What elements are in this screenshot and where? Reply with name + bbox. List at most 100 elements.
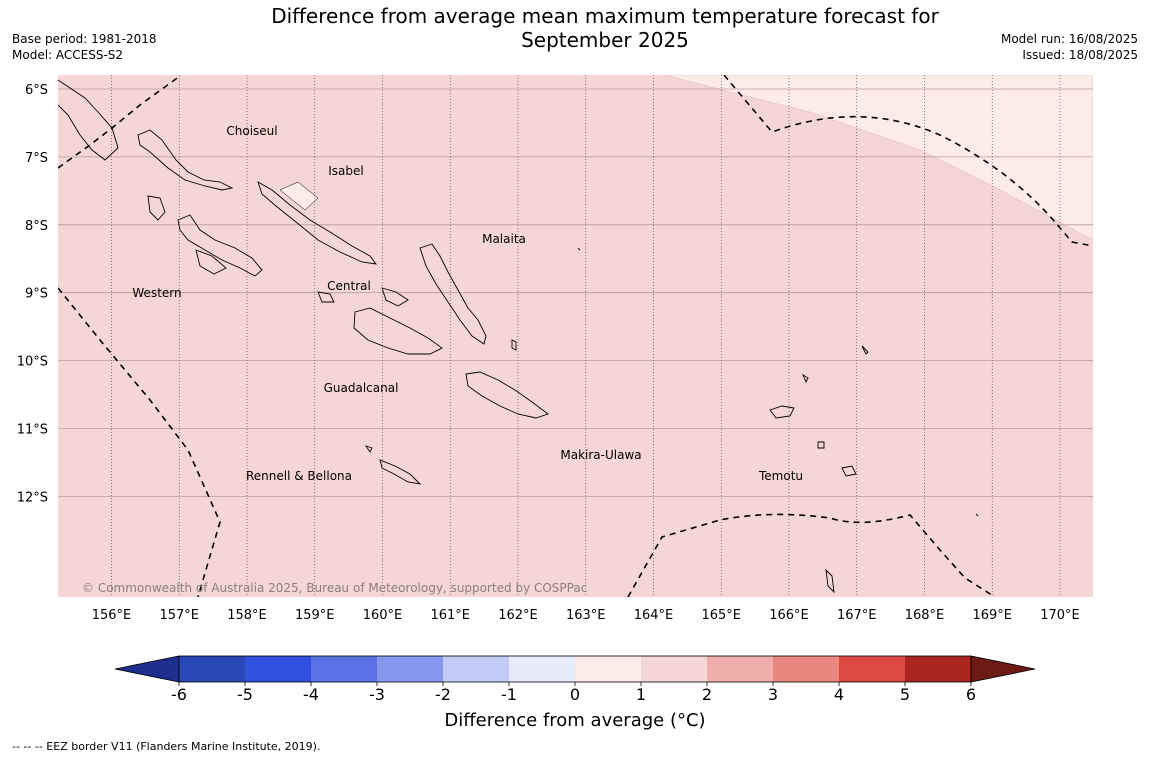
colorbar-segment	[509, 656, 575, 682]
colorbar: -6 -5 -4 -3 -2 -1 0 1 2 3 4 5 6	[114, 655, 1036, 704]
colorbar-tick-label: -3	[369, 685, 385, 704]
new-georgia-group	[177, 214, 263, 277]
colorbar-segment	[773, 656, 839, 682]
model-name: Model: ACCESS-S2	[12, 48, 124, 62]
lon-label: 164°E	[634, 608, 674, 623]
lon-label: 158°E	[227, 608, 267, 623]
title-line-2: September 2025	[521, 28, 689, 52]
latitude-labels: 6°S 7°S 8°S 9°S 10°S 11°S 12°S	[17, 83, 48, 505]
region-label-rennell-bellona: Rennell & Bellona	[246, 469, 352, 483]
map-title: Difference from average mean maximum tem…	[220, 4, 990, 52]
nggela-islands	[381, 287, 409, 307]
choiseul-island	[137, 129, 234, 191]
ulawa-island	[511, 339, 517, 351]
lon-label: 170°E	[1040, 608, 1080, 623]
colorbar-extend-high	[970, 655, 1036, 683]
lon-label: 161°E	[430, 608, 470, 623]
region-label-central: Central	[327, 279, 371, 293]
colorbar-tick-label: 1	[636, 685, 646, 704]
colorbar-tick-label: 6	[966, 685, 976, 704]
colorbar-title: Difference from average (°C)	[444, 710, 706, 731]
vella-lavella	[147, 195, 166, 221]
colorbar-tick-label: -2	[435, 685, 451, 704]
lon-label: 159°E	[295, 608, 335, 623]
ontong-java-atoll	[577, 247, 581, 251]
vanikoro-island	[841, 465, 857, 477]
colorbar-segment	[707, 656, 773, 682]
lat-label: 11°S	[17, 423, 48, 438]
reef-islands	[802, 373, 809, 384]
region-label-choiseul: Choiseul	[226, 124, 277, 138]
santa-cruz-island	[769, 405, 795, 419]
colorbar-segment	[245, 656, 311, 682]
region-label-guadalcanal: Guadalcanal	[324, 381, 399, 395]
lat-label: 6°S	[25, 83, 48, 98]
makira-island	[465, 371, 549, 419]
lon-label: 167°E	[837, 608, 877, 623]
colorbar-tick-label: 4	[834, 685, 844, 704]
longitude-labels: 156°E 157°E 158°E 159°E 160°E 161°E 162°E 163°E…	[92, 608, 1080, 623]
region-label-isabel: Isabel	[328, 164, 363, 178]
colorbar-segment	[905, 656, 971, 682]
russell-islands	[317, 291, 335, 303]
lon-label: 157°E	[159, 608, 199, 623]
bellona-island	[364, 445, 373, 453]
copyright-notice: © Commonwealth of Australia 2025, Bureau…	[82, 581, 587, 595]
colorbar-extend-low	[114, 655, 180, 683]
bougainville-coast	[58, 79, 119, 161]
region-label-makira-ulawa: Makira-Ulawa	[560, 448, 641, 462]
forecast-patch-light	[279, 181, 319, 211]
lat-label: 10°S	[17, 355, 48, 370]
lat-label: 12°S	[17, 490, 48, 505]
meta-right: Model run: 16/08/2025 Issued: 18/08/2025	[1001, 31, 1138, 63]
colorbar-tick-label: -6	[171, 685, 187, 704]
lon-label: 168°E	[905, 608, 945, 623]
lat-label: 8°S	[25, 219, 48, 234]
colorbar-segment	[443, 656, 509, 682]
rendova	[195, 249, 227, 275]
forecast-area-main	[58, 75, 1093, 597]
malaita-island	[419, 243, 487, 345]
lat-label: 7°S	[25, 151, 48, 166]
lon-label: 162°E	[498, 608, 538, 623]
anuta-island	[975, 513, 979, 517]
colorbar-segment	[311, 656, 377, 682]
lon-label: 160°E	[363, 608, 403, 623]
duff-islands	[861, 345, 869, 355]
meta-left: Base period: 1981-2018 Model: ACCESS-S2	[12, 31, 157, 63]
colorbar-tick-label: -4	[303, 685, 319, 704]
utupua-island	[817, 441, 825, 449]
colorbar-segment	[377, 656, 443, 682]
colorbar-tick-label: 0	[570, 685, 580, 704]
graticule	[58, 75, 1093, 597]
title-line-1: Difference from average mean maximum tem…	[271, 4, 939, 28]
colorbar-tick-label: 2	[702, 685, 712, 704]
region-label-western: Western	[132, 286, 181, 300]
rennell-island	[379, 459, 422, 485]
region-label-temotu: Temotu	[758, 469, 803, 483]
colorbar-tick-label: -1	[501, 685, 517, 704]
eez-footnote: -- -- -- EEZ border V11 (Flanders Marine…	[12, 740, 321, 753]
guadalcanal-island	[353, 307, 443, 355]
colorbar-tick-label: 5	[900, 685, 910, 704]
colorbar-tick-label: -5	[237, 685, 253, 704]
isabel-island	[257, 181, 378, 265]
tikopia-island	[825, 568, 835, 594]
region-label-malaita: Malaita	[482, 232, 526, 246]
lon-label: 166°E	[769, 608, 809, 623]
model-run: Model run: 16/08/2025	[1000, 32, 1138, 46]
lon-label: 163°E	[566, 608, 606, 623]
lon-label: 169°E	[972, 608, 1012, 623]
island-outlines	[58, 79, 979, 594]
region-labels: Choiseul Isabel Malaita Western Central …	[132, 124, 803, 483]
colorbar-segment	[179, 656, 245, 682]
forecast-area-light	[664, 75, 1093, 241]
lon-label: 156°E	[92, 608, 132, 623]
colorbar-segment	[575, 656, 641, 682]
issued-date: Issued: 18/08/2025	[1022, 48, 1138, 62]
colorbar-segment	[839, 656, 905, 682]
lon-label: 165°E	[701, 608, 741, 623]
colorbar-segment	[641, 656, 707, 682]
lat-label: 9°S	[25, 287, 48, 302]
